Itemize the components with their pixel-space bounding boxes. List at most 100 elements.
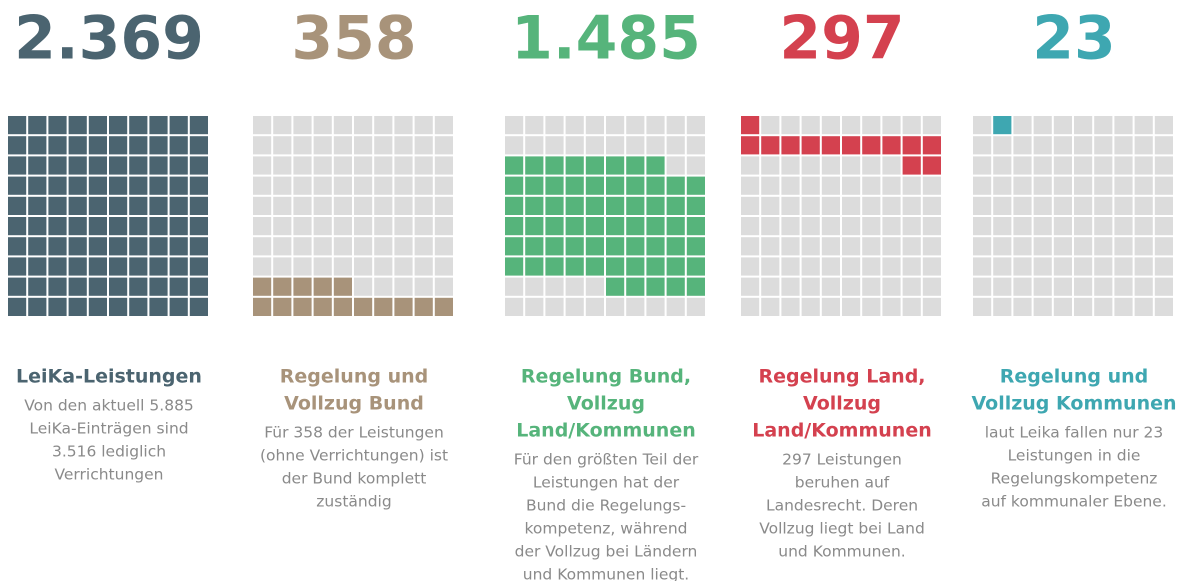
waffle-cell-filled bbox=[686, 217, 705, 236]
waffle-cell bbox=[585, 297, 604, 316]
waffle-cell bbox=[565, 136, 584, 155]
waffle-cell bbox=[313, 237, 332, 256]
waffle-cell bbox=[1094, 237, 1113, 256]
waffle-cell-filled bbox=[606, 176, 625, 195]
waffle-cell bbox=[293, 217, 312, 236]
waffle-cell-filled bbox=[626, 217, 645, 236]
waffle-cell bbox=[882, 116, 901, 135]
waffle-cell-filled bbox=[129, 297, 148, 316]
waffle-cell-filled bbox=[28, 116, 47, 135]
waffle-cell bbox=[1053, 237, 1072, 256]
waffle-cell bbox=[801, 277, 820, 296]
waffle-cell bbox=[882, 237, 901, 256]
waffle-cell bbox=[741, 297, 760, 316]
waffle-cell-filled bbox=[626, 176, 645, 195]
waffle-cell bbox=[973, 257, 992, 276]
waffle-cell bbox=[801, 237, 820, 256]
waffle-cell-filled bbox=[109, 217, 128, 236]
waffle-cell bbox=[646, 116, 665, 135]
panel-title: Land/Kommunen bbox=[752, 420, 932, 442]
waffle-cell bbox=[505, 297, 524, 316]
waffle-cell bbox=[781, 196, 800, 215]
waffle-cell-filled bbox=[922, 136, 941, 155]
waffle-cell bbox=[973, 196, 992, 215]
waffle-cell-filled bbox=[109, 237, 128, 256]
waffle-cell bbox=[434, 176, 453, 195]
waffle-cell-filled bbox=[686, 277, 705, 296]
waffle-cell-filled bbox=[293, 297, 312, 316]
panel-description: Regelungskompetenz bbox=[991, 470, 1158, 488]
waffle-cell bbox=[1154, 196, 1173, 215]
waffle-cell-filled bbox=[28, 176, 47, 195]
waffle-cell bbox=[1074, 257, 1093, 276]
waffle-cell-filled bbox=[129, 237, 148, 256]
waffle-cell-filled bbox=[109, 196, 128, 215]
waffle-cell bbox=[626, 116, 645, 135]
waffle-cell bbox=[781, 257, 800, 276]
waffle-cell-filled bbox=[565, 257, 584, 276]
waffle-cell bbox=[313, 196, 332, 215]
waffle-cell bbox=[842, 176, 861, 195]
waffle-cell bbox=[434, 277, 453, 296]
waffle-cell-filled bbox=[626, 196, 645, 215]
waffle-cell-filled bbox=[606, 217, 625, 236]
waffle-cell bbox=[394, 277, 413, 296]
waffle-cell-filled bbox=[686, 237, 705, 256]
waffle-cell-filled bbox=[922, 156, 941, 175]
waffle-cell bbox=[293, 237, 312, 256]
waffle-cell bbox=[1053, 277, 1072, 296]
waffle-cell bbox=[1114, 257, 1133, 276]
waffle-cell-filled bbox=[109, 297, 128, 316]
waffle-cell bbox=[842, 217, 861, 236]
panel-description: Vollzug liegt bei Land bbox=[759, 520, 925, 538]
waffle-cell bbox=[993, 176, 1012, 195]
waffle-cell-filled bbox=[88, 116, 107, 135]
panel-description: Bund die Regelungs- bbox=[526, 497, 686, 515]
waffle-cell bbox=[354, 237, 373, 256]
waffle-cell bbox=[1074, 237, 1093, 256]
waffle-cell bbox=[434, 136, 453, 155]
waffle-cell-filled bbox=[28, 257, 47, 276]
waffle-cell-filled bbox=[741, 116, 760, 135]
waffle-cell-filled bbox=[545, 156, 564, 175]
waffle-cell-filled bbox=[902, 136, 921, 155]
waffle-cell-filled bbox=[253, 277, 272, 296]
waffle-cell-filled bbox=[129, 176, 148, 195]
waffle-cell-filled bbox=[666, 277, 685, 296]
waffle-cell-filled bbox=[686, 176, 705, 195]
waffle-cell-filled bbox=[48, 136, 67, 155]
waffle-cell-filled bbox=[88, 136, 107, 155]
waffle-cell bbox=[801, 116, 820, 135]
waffle-cell bbox=[394, 116, 413, 135]
waffle-cell bbox=[374, 196, 393, 215]
waffle-cell bbox=[565, 116, 584, 135]
waffle-cell-filled bbox=[253, 297, 272, 316]
waffle-cell bbox=[922, 297, 941, 316]
waffle-cell-filled bbox=[109, 116, 128, 135]
waffle-cell bbox=[293, 196, 312, 215]
waffle-cell-filled bbox=[646, 217, 665, 236]
waffle-cell bbox=[882, 297, 901, 316]
waffle-cell-filled bbox=[149, 156, 168, 175]
panel-description: und Kommunen. bbox=[778, 543, 905, 561]
waffle-cell bbox=[273, 176, 292, 195]
waffle-cell-filled bbox=[109, 156, 128, 175]
waffle-cell bbox=[1013, 217, 1032, 236]
waffle-cell-filled bbox=[585, 176, 604, 195]
waffle-cell bbox=[781, 176, 800, 195]
waffle-cell bbox=[414, 217, 433, 236]
waffle-cell bbox=[253, 176, 272, 195]
waffle-cell-filled bbox=[68, 136, 87, 155]
waffle-cell-filled bbox=[394, 297, 413, 316]
waffle-cell bbox=[666, 156, 685, 175]
waffle-cell-filled bbox=[666, 217, 685, 236]
panel-description: Landesrecht. Deren bbox=[766, 497, 918, 515]
waffle-cell-filled bbox=[585, 156, 604, 175]
waffle-cell bbox=[1074, 136, 1093, 155]
waffle-cell bbox=[842, 257, 861, 276]
waffle-cell bbox=[1033, 136, 1052, 155]
waffle-cell bbox=[1114, 116, 1133, 135]
panel-description: Für 358 der Leistungen bbox=[264, 424, 444, 442]
waffle-cell bbox=[1134, 196, 1153, 215]
waffle-cell bbox=[1053, 116, 1072, 135]
